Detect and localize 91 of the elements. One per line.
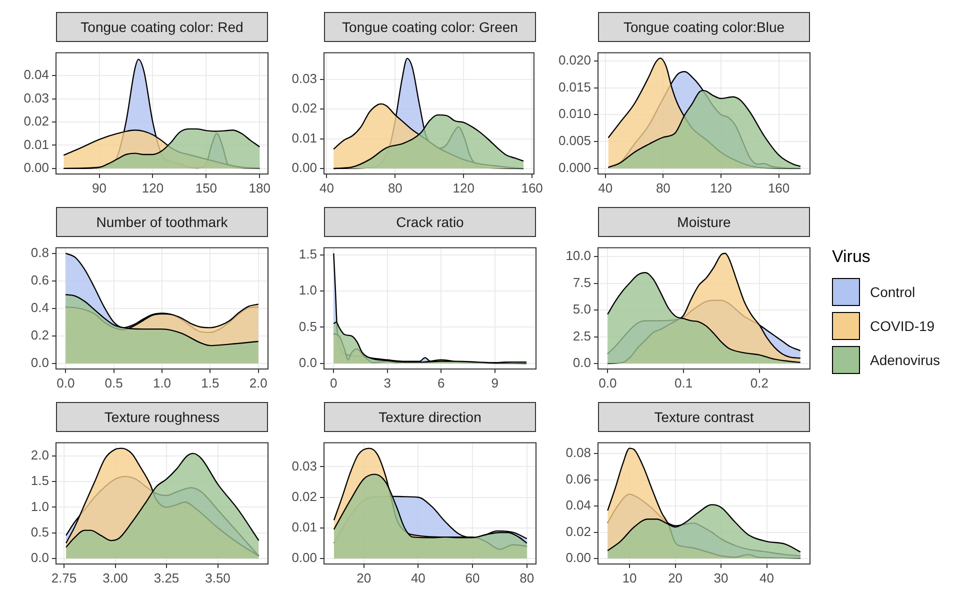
x-tick-label: 120 <box>710 180 732 196</box>
y-tick-label: 7.5 <box>572 274 591 290</box>
x-tick-label: 3.50 <box>205 570 230 586</box>
x-tick-label: 60 <box>465 570 480 586</box>
x-tick-label: 90 <box>92 180 107 196</box>
x-tick-label: 3.25 <box>154 570 180 586</box>
legend-title: Virus <box>832 247 872 267</box>
y-tick-label: 0.01 <box>24 136 49 152</box>
y-tick-label: 0.0 <box>298 355 317 370</box>
x-tick-label: 120 <box>452 180 474 196</box>
y-tick-label: 10.0 <box>566 248 591 264</box>
x-tick-label: 3.00 <box>102 570 128 586</box>
x-tick-label: 0.5 <box>104 375 123 390</box>
x-tick-label: 10 <box>622 570 637 586</box>
y-tick-label: 0.06 <box>566 471 591 486</box>
y-tick-label: 1.5 <box>298 246 317 262</box>
x-tick-label: 180 <box>248 180 270 196</box>
y-tick-label: 0.4 <box>30 300 49 315</box>
y-tick-label: 0.00 <box>292 550 317 566</box>
x-tick-label: 40 <box>320 180 334 196</box>
y-tick-label: 0.03 <box>24 90 49 106</box>
chart-title: Tongue coating color: Red <box>56 12 268 42</box>
x-tick-label: 0.2 <box>750 375 768 390</box>
x-tick-label: 6 <box>437 375 445 390</box>
y-tick-label: 0.5 <box>298 318 317 334</box>
y-tick-label: 0.03 <box>292 458 317 474</box>
x-tick-label: 3 <box>384 375 391 390</box>
x-tick-label: 80 <box>388 180 402 196</box>
x-tick-label: 0.0 <box>598 375 617 390</box>
y-tick-label: 0.2 <box>30 328 49 343</box>
y-tick-label: 0.0 <box>30 355 49 370</box>
x-tick-label: 80 <box>520 570 534 586</box>
y-tick-label: 0.02 <box>566 524 591 539</box>
chart-title: Moisture <box>598 207 810 237</box>
y-tick-label: 2.5 <box>572 328 591 344</box>
x-tick-label: 120 <box>142 180 164 196</box>
x-tick-label: 1.0 <box>152 375 172 390</box>
x-tick-label: 40 <box>760 570 774 586</box>
y-tick-label: 0.00 <box>24 160 49 176</box>
x-tick-label: 160 <box>768 180 790 196</box>
x-tick-label: 80 <box>656 180 670 196</box>
y-tick-label: 0.02 <box>292 488 317 504</box>
chart-title: Tongue coating color: Green <box>324 12 536 42</box>
x-tick-label: 160 <box>521 180 543 196</box>
x-tick-label: 0.0 <box>56 375 75 390</box>
x-tick-label: 150 <box>195 180 218 196</box>
y-tick-label: 0.005 <box>558 133 591 148</box>
x-tick-label: 9 <box>491 375 498 390</box>
y-tick-label: 0.010 <box>558 106 591 122</box>
y-tick-label: 0.5 <box>30 524 49 540</box>
y-tick-label: 1.5 <box>30 473 49 488</box>
x-tick-label: 0.1 <box>674 375 693 390</box>
y-tick-label: 5.0 <box>572 302 591 317</box>
y-tick-label: 0.00 <box>292 160 317 176</box>
x-tick-label: 30 <box>714 570 728 586</box>
x-tick-label: 2.0 <box>249 375 268 390</box>
chart-title: Texture roughness <box>56 402 268 432</box>
chart-title: Number of toothmark <box>56 207 268 237</box>
y-tick-label: 0.03 <box>292 70 317 86</box>
legend-label: COVID-19 <box>870 318 935 334</box>
y-tick-label: 0.8 <box>30 244 49 260</box>
x-tick-label: 1.5 <box>201 375 220 390</box>
y-tick-label: 0.02 <box>24 114 49 129</box>
y-tick-label: 0.0 <box>30 550 49 566</box>
chart-title: Texture contrast <box>598 402 810 432</box>
chart-title: Tongue coating color:Blue <box>598 12 810 42</box>
chart-title: Crack ratio <box>324 207 536 237</box>
y-tick-label: 1.0 <box>30 498 49 514</box>
x-tick-label: 20 <box>668 570 683 586</box>
y-tick-label: 0.02 <box>292 100 317 116</box>
x-tick-label: 0 <box>330 375 338 390</box>
y-tick-label: 2.0 <box>30 448 49 463</box>
chart-title: Texture direction <box>324 402 536 432</box>
y-tick-label: 0.01 <box>292 130 317 146</box>
legend-label: Control <box>870 284 916 300</box>
x-tick-label: 2.75 <box>51 570 77 586</box>
x-tick-label: 40 <box>410 570 426 586</box>
x-tick-label: 20 <box>356 570 372 586</box>
y-tick-label: 0.6 <box>30 272 49 288</box>
y-tick-label: 0.015 <box>558 79 591 94</box>
legend-label: Adenovirus <box>870 352 940 368</box>
x-tick-label: 40 <box>598 180 613 196</box>
y-tick-label: 0.0 <box>572 355 591 370</box>
y-tick-label: 0.04 <box>566 498 591 513</box>
y-tick-label: 0.08 <box>566 445 591 460</box>
y-tick-label: 0.00 <box>566 550 591 566</box>
y-tick-label: 0.04 <box>24 67 49 82</box>
y-tick-label: 0.020 <box>558 52 591 68</box>
y-tick-label: 0.01 <box>292 519 317 534</box>
y-tick-label: 1.0 <box>298 282 317 298</box>
y-tick-label: 0.000 <box>558 160 591 176</box>
